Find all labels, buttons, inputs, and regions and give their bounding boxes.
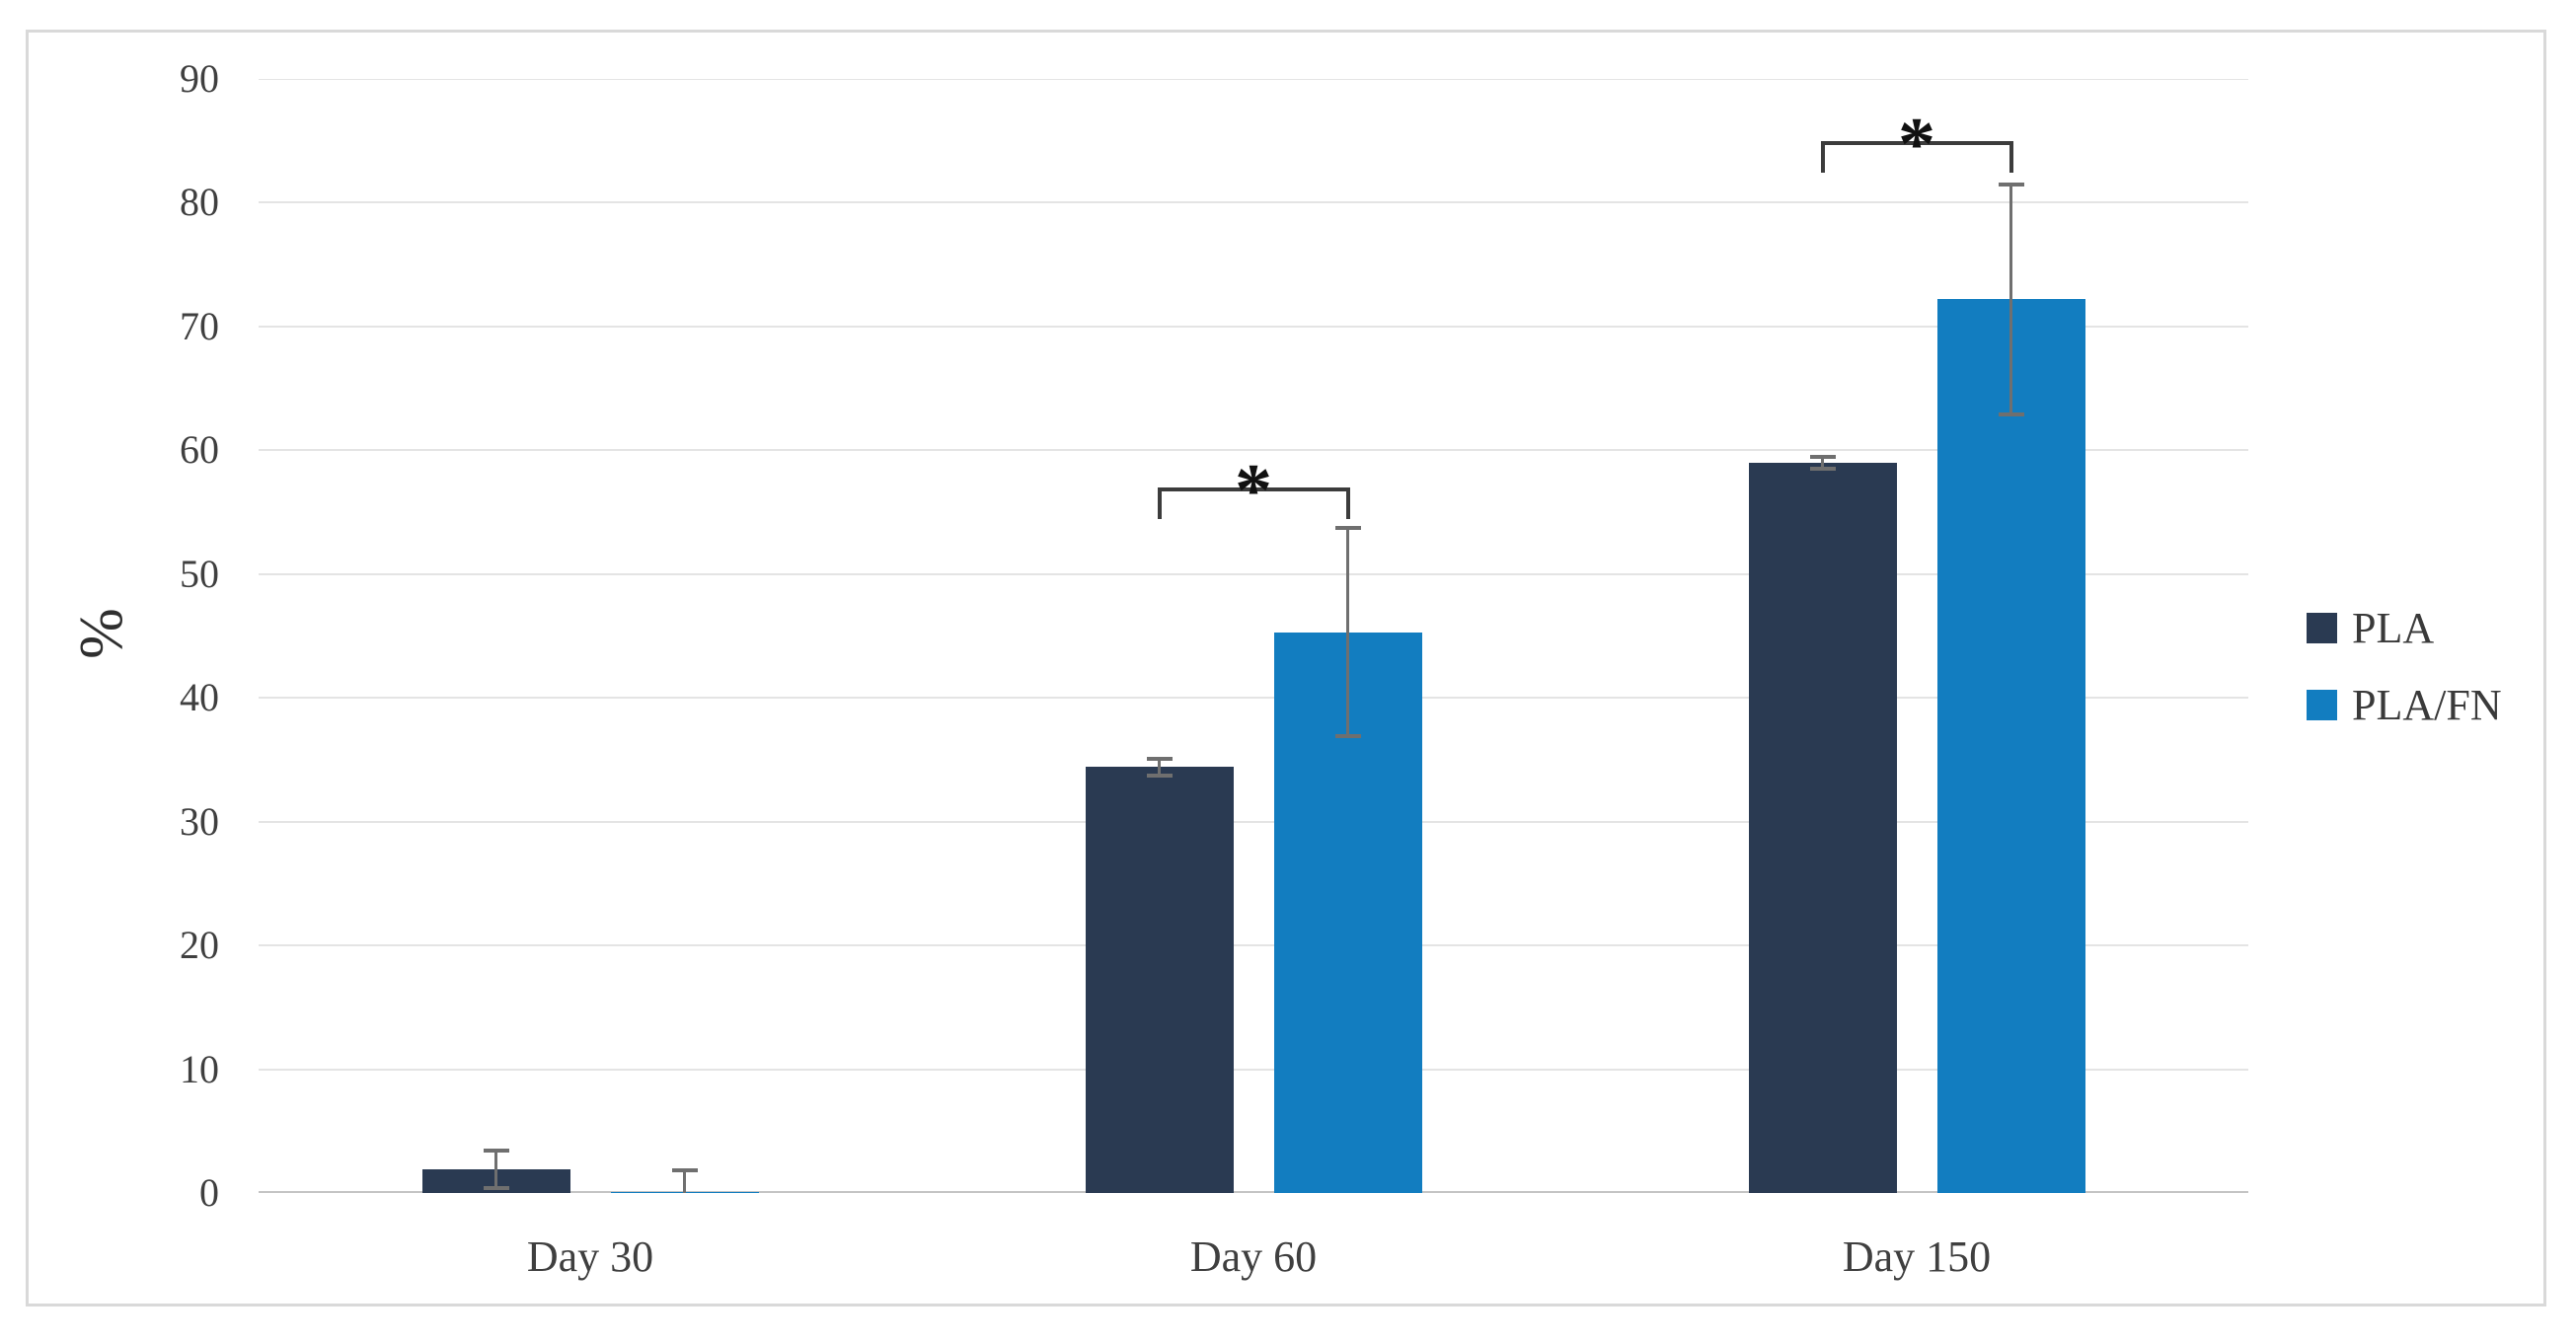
- error-bar-pla-day-60-stem: [1158, 758, 1161, 777]
- x-category-label-day-60: Day 60: [1189, 1232, 1318, 1281]
- y-tick-label-70: 70: [180, 303, 219, 348]
- gridline-50: [259, 572, 2248, 575]
- gridline-40: [259, 697, 2248, 700]
- error-bar-pla-fn-day-150-cap-bottom: [1998, 411, 2024, 416]
- error-bar-pla-fn-day-60-cap-top: [1334, 526, 1361, 531]
- plot-area: [259, 79, 2248, 1193]
- significance-bracket-day-150-right-leg: [2008, 140, 2013, 173]
- error-bar-pla-fn-day-60-stem: [1346, 528, 1349, 737]
- error-bar-pla-day-30-cap-bottom: [483, 1185, 509, 1190]
- y-tick-label-10: 10: [180, 1046, 219, 1091]
- error-bar-pla-fn-day-30-stem: [683, 1170, 686, 1193]
- bar-pla-fn-day-150: [1936, 299, 2085, 1193]
- gridline-60: [259, 449, 2248, 452]
- significance-bracket-day-150-left-leg: [1820, 140, 1825, 173]
- error-bar-pla-day-150-cap-bottom: [1809, 467, 1836, 472]
- bar-pla-day-150: [1748, 462, 1897, 1193]
- error-bar-pla-fn-day-150-stem: [2009, 184, 2012, 414]
- x-category-label-day-30: Day 30: [526, 1232, 654, 1281]
- gridline-70: [259, 325, 2248, 328]
- legend-item-pla-fn: PLA/FN: [2307, 681, 2543, 729]
- x-category-label-day-150: Day 150: [1842, 1232, 1992, 1281]
- y-tick-label-0: 0: [199, 1170, 219, 1215]
- y-tick-label-20: 20: [180, 923, 219, 968]
- gridline-20: [259, 944, 2248, 947]
- error-bar-pla-fn-day-60-cap-bottom: [1334, 734, 1361, 739]
- significance-bracket-day-150: [1820, 140, 2013, 145]
- y-tick-label-80: 80: [180, 180, 219, 225]
- error-bar-pla-fn-day-150-cap-top: [1998, 182, 2024, 187]
- error-bar-pla-day-150-stem: [1821, 456, 1824, 470]
- significance-asterisk-day-60: *: [1235, 448, 1272, 532]
- significance-asterisk-day-150: *: [1898, 102, 1935, 186]
- significance-bracket-day-60: [1157, 486, 1350, 491]
- error-bar-pla-day-60-cap-bottom: [1146, 774, 1173, 779]
- significance-bracket-day-60-left-leg: [1157, 486, 1162, 519]
- significance-bracket-day-60-right-leg: [1345, 486, 1350, 519]
- error-bar-pla-day-30-cap-top: [483, 1149, 509, 1154]
- y-tick-label-50: 50: [180, 551, 219, 596]
- y-tick-label-60: 60: [180, 427, 219, 473]
- y-tick-label-40: 40: [180, 675, 219, 720]
- legend-item-pla: PLA: [2307, 604, 2543, 652]
- bar-pla-day-60: [1085, 767, 1234, 1193]
- legend-label-pla: PLA: [2352, 604, 2435, 652]
- gridline-90: [259, 79, 2248, 80]
- y-tick-label-30: 30: [180, 798, 219, 844]
- legend-swatch-pla-fn: [2307, 690, 2337, 720]
- error-bar-pla-day-60-cap-top: [1146, 756, 1173, 761]
- gridline-10: [259, 1068, 2248, 1071]
- y-tick-label-90: 90: [180, 56, 219, 101]
- x-axis-line: [259, 1191, 2248, 1193]
- error-bar-pla-day-150-cap-top: [1809, 454, 1836, 459]
- gridline-30: [259, 820, 2248, 823]
- error-bar-pla-day-30-stem: [494, 1151, 497, 1188]
- error-bar-pla-fn-day-30-cap-top: [671, 1168, 698, 1173]
- legend-swatch-pla: [2307, 613, 2337, 643]
- gridline-80: [259, 201, 2248, 204]
- legend-label-pla-fn: PLA/FN: [2352, 681, 2502, 729]
